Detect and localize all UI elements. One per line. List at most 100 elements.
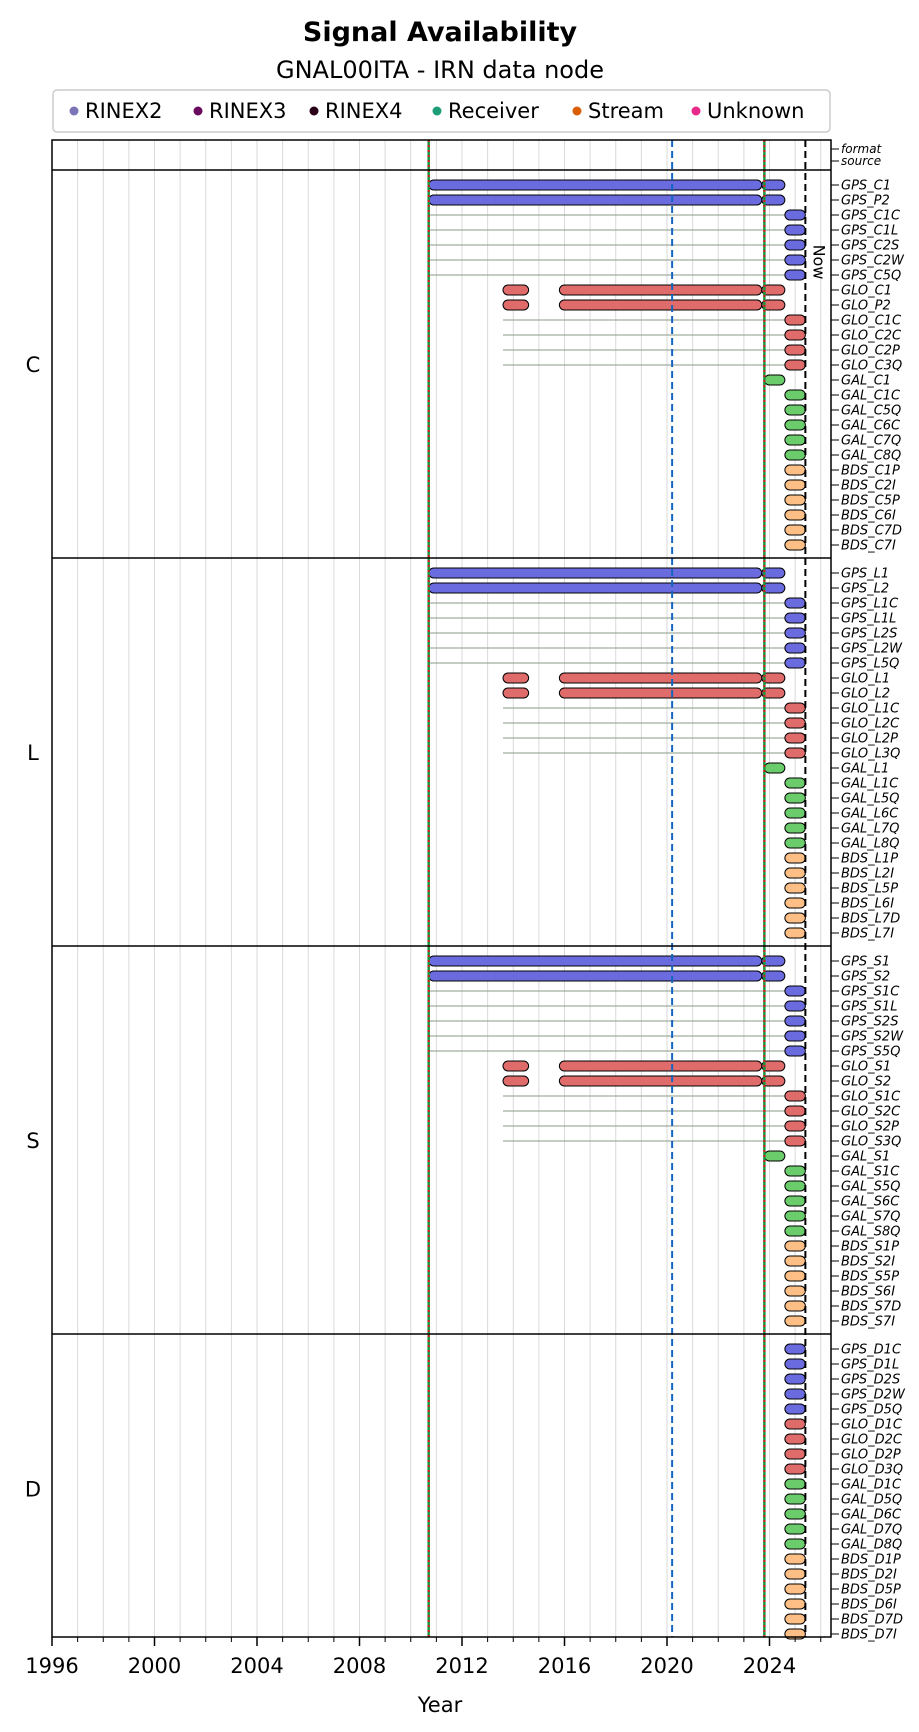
signal-label: GAL_D8Q bbox=[841, 1538, 902, 1553]
signal-label: BDS_C2I bbox=[841, 479, 896, 494]
availability-bar bbox=[784, 612, 806, 624]
signal-label: BDS_S7D bbox=[841, 1300, 901, 1315]
signal-label: GPS_S2W bbox=[841, 1030, 904, 1045]
signal-label: GLO_C2C bbox=[841, 329, 902, 344]
availability-bar bbox=[761, 1060, 786, 1072]
signal-label: GAL_C1C bbox=[841, 389, 901, 404]
availability-bar bbox=[784, 419, 806, 431]
availability-bar bbox=[784, 1270, 806, 1282]
availability-bar bbox=[784, 1300, 806, 1312]
signal-label: BDS_L5P bbox=[841, 882, 898, 897]
availability-bar bbox=[784, 732, 806, 744]
x-tick-label: 2000 bbox=[128, 1654, 181, 1678]
x-tick-label: 2020 bbox=[640, 1654, 693, 1678]
signal-label: GAL_L1C bbox=[841, 777, 899, 792]
signal-label: GAL_C1 bbox=[841, 374, 891, 389]
signal-label: GPS_C1L bbox=[841, 224, 898, 239]
availability-bar bbox=[784, 464, 806, 476]
availability-bar bbox=[761, 1075, 786, 1087]
signal-label: GPS_C2S bbox=[841, 239, 899, 254]
x-tick-label: 2008 bbox=[333, 1654, 386, 1678]
availability-bar bbox=[784, 985, 806, 997]
plot-frame bbox=[51, 139, 832, 1638]
signal-label: GAL_S8Q bbox=[841, 1225, 900, 1240]
availability-bar bbox=[761, 672, 786, 684]
signal-label: GAL_L7Q bbox=[841, 822, 899, 837]
availability-bar bbox=[784, 254, 806, 266]
signal-label: GPS_L1 bbox=[841, 567, 889, 582]
availability-bar bbox=[784, 927, 806, 939]
signal-label: GLO_S3Q bbox=[841, 1135, 901, 1150]
signal-label: GAL_S1C bbox=[841, 1165, 900, 1180]
signal-label: GPS_C5Q bbox=[841, 269, 901, 284]
legend: RINEX2 RINEX3 RINEX4 Receiver Stream Unknown bbox=[52, 89, 831, 133]
signal-label: GAL_C6C bbox=[841, 419, 901, 434]
availability-bar bbox=[784, 344, 806, 356]
legend-marker bbox=[69, 106, 79, 116]
signal-label: GPS_D5Q bbox=[841, 1403, 902, 1418]
signal-label: GAL_L8Q bbox=[841, 837, 899, 852]
signal-label: GAL_L5Q bbox=[841, 792, 899, 807]
availability-bar bbox=[784, 627, 806, 639]
availability-bar bbox=[784, 897, 806, 909]
availability-bar bbox=[784, 359, 806, 371]
availability-bar bbox=[784, 1538, 806, 1550]
signal-label: GAL_D7Q bbox=[841, 1523, 902, 1538]
signal-label: BDS_S1P bbox=[841, 1240, 899, 1255]
availability-bar bbox=[428, 179, 763, 191]
availability-bar bbox=[784, 389, 806, 401]
signal-label: GPS_L2 bbox=[841, 582, 889, 597]
availability-bar bbox=[784, 1553, 806, 1565]
signal-label: GPS_L2W bbox=[841, 642, 903, 657]
availability-bar bbox=[784, 852, 806, 864]
availability-bar bbox=[784, 1135, 806, 1147]
x-tick-label: 1996 bbox=[25, 1654, 78, 1678]
availability-bar bbox=[784, 1373, 806, 1385]
signal-label: GLO_L2C bbox=[841, 717, 900, 732]
availability-bar bbox=[784, 1568, 806, 1580]
availability-bar bbox=[784, 1120, 806, 1132]
availability-bar bbox=[558, 1060, 763, 1072]
signal-label: BDS_L7I bbox=[841, 927, 894, 942]
availability-bar bbox=[784, 867, 806, 879]
signal-label: GLO_L1 bbox=[841, 672, 890, 687]
legend-marker bbox=[193, 106, 203, 116]
availability-bar bbox=[784, 1210, 806, 1222]
availability-bar bbox=[784, 1418, 806, 1430]
legend-label: RINEX4 bbox=[325, 99, 403, 123]
x-axis-label: Year bbox=[417, 1693, 463, 1717]
availability-bar bbox=[763, 374, 786, 386]
signal-label: GLO_S1C bbox=[841, 1090, 901, 1105]
signal-label: GPS_D2S bbox=[841, 1373, 900, 1388]
legend-label: Receiver bbox=[448, 99, 539, 123]
now-label: Now bbox=[809, 245, 828, 280]
legend-marker bbox=[309, 106, 319, 116]
signal-label: GAL_L6C bbox=[841, 807, 899, 822]
signal-label: GLO_C2P bbox=[841, 344, 900, 359]
availability-bar bbox=[761, 567, 786, 579]
signal-label: GAL_L1 bbox=[841, 762, 889, 777]
signal-label: GPS_L1C bbox=[841, 597, 899, 612]
signal-label: BDS_L1P bbox=[841, 852, 898, 867]
availability-bar bbox=[784, 494, 806, 506]
availability-bar bbox=[784, 1255, 806, 1267]
signal-label: GPS_P2 bbox=[841, 194, 890, 209]
availability-bar bbox=[784, 837, 806, 849]
availability-bar bbox=[761, 970, 786, 982]
signal-label: BDS_S7I bbox=[841, 1315, 895, 1330]
availability-bar bbox=[558, 284, 763, 296]
availability-bar bbox=[784, 224, 806, 236]
availability-bar bbox=[784, 1433, 806, 1445]
signal-label: BDS_C7D bbox=[841, 524, 902, 539]
legend-label: Unknown bbox=[707, 99, 804, 123]
signal-label: GLO_C1 bbox=[841, 284, 892, 299]
availability-bar bbox=[784, 882, 806, 894]
availability-bar bbox=[784, 1403, 806, 1415]
signal-label: GLO_L1C bbox=[841, 702, 900, 717]
signal-label: BDS_L7D bbox=[841, 912, 900, 927]
signal-label: GLO_C3Q bbox=[841, 359, 902, 374]
signal-label: GPS_C1 bbox=[841, 179, 891, 194]
meta-label: source bbox=[841, 154, 881, 168]
signal-label: BDS_C1P bbox=[841, 464, 900, 479]
